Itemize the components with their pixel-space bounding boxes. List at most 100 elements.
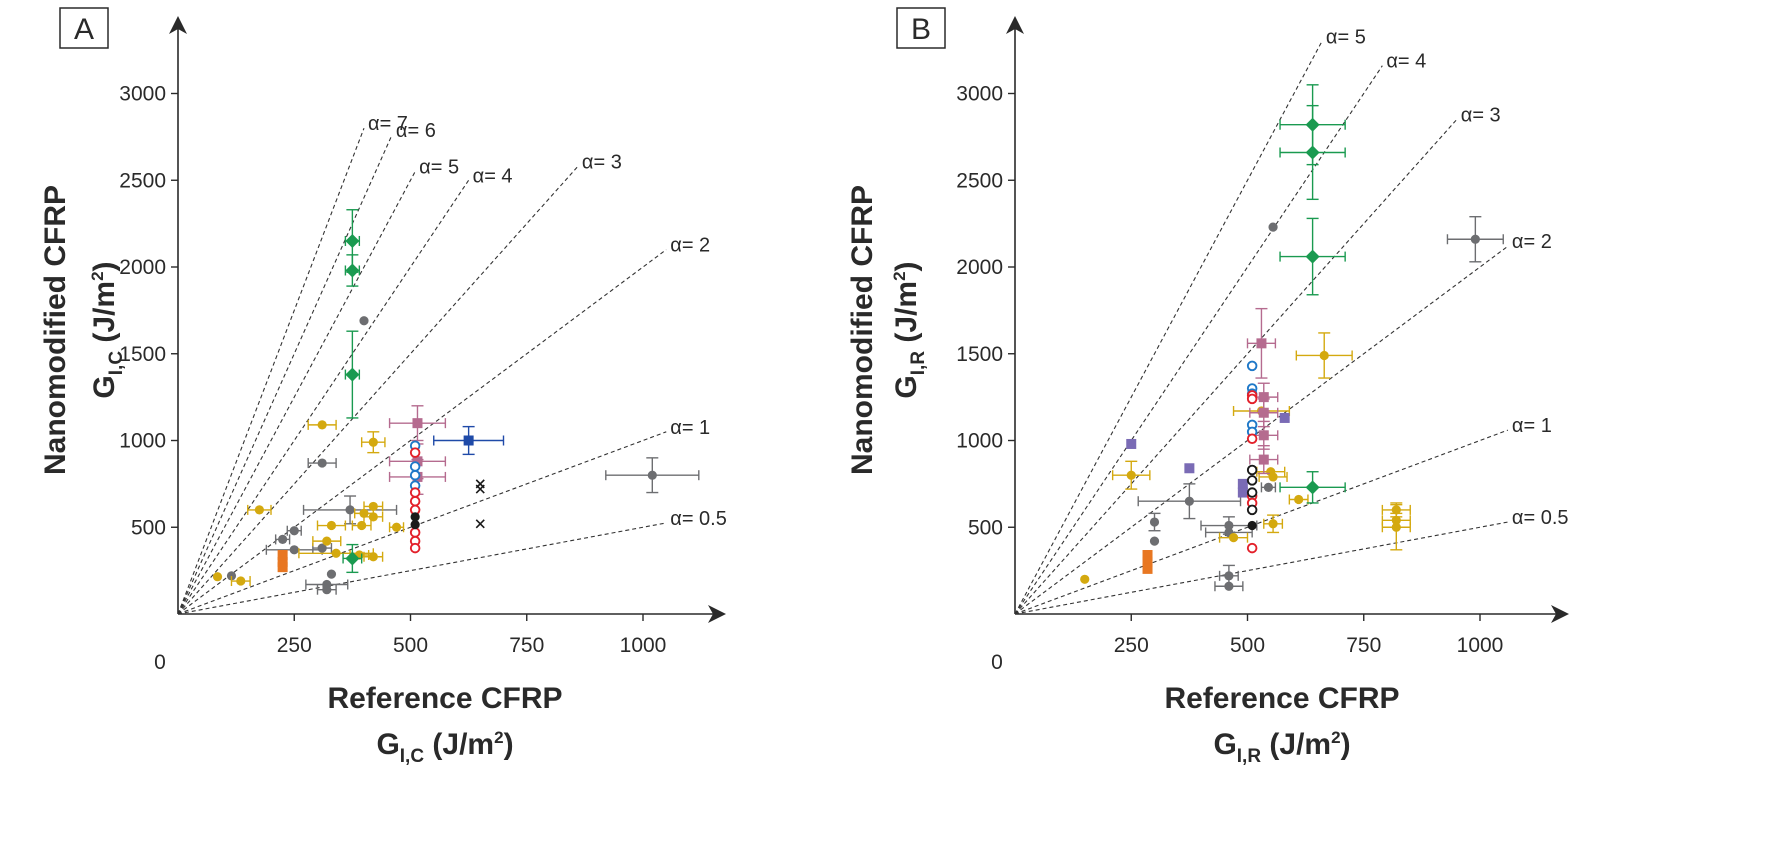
data-point [647,470,657,480]
alpha-label: α= 1 [670,417,710,439]
y-axis-label-line1: Nanomodified CFRP [846,185,879,475]
x-label-symbol: G [1213,728,1236,761]
x-label-unit: (J/m [1261,728,1331,761]
y-axis-label-line2: GI,C (J/m2) [88,261,127,398]
y-tick-label: 1500 [956,343,1003,366]
data-point [1391,522,1401,532]
data-point [1080,574,1090,584]
data-point [1246,464,1258,476]
alpha-label: α= 2 [670,235,710,257]
y-axis-label: Nanomodified CFRP GI,R (J/m2) [846,185,929,475]
panel-b: B 0 250 500 750 1000 500 1000 1500 2000 2500 3000 α=… [846,7,1569,767]
y-tick-label: 2000 [119,256,166,279]
data-point [391,522,402,532]
data-point [412,418,423,429]
alpha-label: α= 7 [368,113,408,135]
data-point [1246,542,1258,554]
alpha-label: α= 0.5 [670,508,727,530]
alpha-label: α= 3 [582,151,622,173]
x-tick-label: 750 [509,634,544,657]
data-point [1305,480,1320,495]
data-point [368,437,378,447]
alpha-line [1014,41,1323,615]
data-point [322,585,332,595]
data-point [1305,145,1320,160]
panel-label-box [896,7,946,49]
data-point [1470,234,1480,244]
data-point [289,545,299,555]
data-point [409,469,421,481]
data-point [345,367,360,382]
x-label-unit: (J/m [424,728,494,761]
data-point [345,551,360,566]
alpha-line [177,522,667,615]
y-label-symbol: G [890,375,923,398]
data-point [1149,536,1160,546]
y-axis-arrow-icon [1006,16,1024,34]
y-label-unit: (J/m [890,281,923,351]
series-black-open [1246,464,1258,516]
alpha-label: α= 4 [1386,51,1426,73]
data-point [1246,475,1258,486]
data-point [1258,407,1269,418]
data-point [1258,454,1269,465]
y-label-superscript: 2 [88,271,107,280]
data-point [277,550,288,561]
data-point [1279,412,1290,423]
x-axis-arrow-icon [708,605,726,623]
data-point [1246,487,1258,498]
data-point [1256,338,1267,349]
data-point [1258,430,1269,441]
x-axis-arrow-icon [1551,605,1569,623]
data-point [326,520,337,531]
alpha-line [1014,119,1458,615]
series-green [1279,84,1346,504]
x-tick-label: 1000 [1457,634,1504,657]
series-blue-square [433,425,505,456]
y-axis-label-line1: Nanomodified CFRP [39,185,72,475]
data-point [1224,571,1234,581]
x-label-close: ) [1341,728,1351,761]
data-point [1319,350,1329,361]
data-point [1247,520,1257,531]
x-label-subscript: I,R [1237,746,1262,767]
y-tick-label: 3000 [956,83,1003,106]
series-gold [1080,332,1411,584]
data-point [1246,504,1258,516]
y-tick-label: 2500 [119,169,166,192]
data-point [410,520,420,530]
alpha-label: α= 4 [473,165,513,187]
data-point [1184,496,1194,506]
data-point [1224,520,1234,531]
data-point [1224,581,1234,591]
alpha-label: α= 2 [1512,231,1552,253]
y-tick-label: 500 [968,516,1003,539]
x-tick-label: 250 [1114,634,1149,657]
data-point [1305,249,1320,264]
data-point [410,512,420,522]
data-point [236,576,246,586]
data-point [1268,519,1278,529]
y-tick-label: 2000 [956,256,1003,279]
data-point [1126,470,1136,480]
alpha-line [177,134,393,615]
y-axis-label-line2-group: GI,R (J/m2) [890,261,929,398]
y-tick-label: 1000 [956,430,1003,453]
alpha-label: α= 6 [396,120,436,142]
alpha-line [1014,429,1509,615]
x-tick-label: 250 [277,634,312,657]
data-point [368,552,378,562]
data-point [475,519,485,529]
data-point [409,447,421,458]
series-black [410,512,420,530]
data-point [1258,392,1269,403]
data-point [1142,563,1153,574]
data-point [475,484,485,494]
x-label-subscript: I,C [400,746,425,767]
alpha-label: α= 5 [1326,26,1366,48]
series-grey [1137,215,1504,592]
data-point [409,495,421,507]
y-label-superscript: 2 [890,271,909,280]
data-point [278,534,288,544]
